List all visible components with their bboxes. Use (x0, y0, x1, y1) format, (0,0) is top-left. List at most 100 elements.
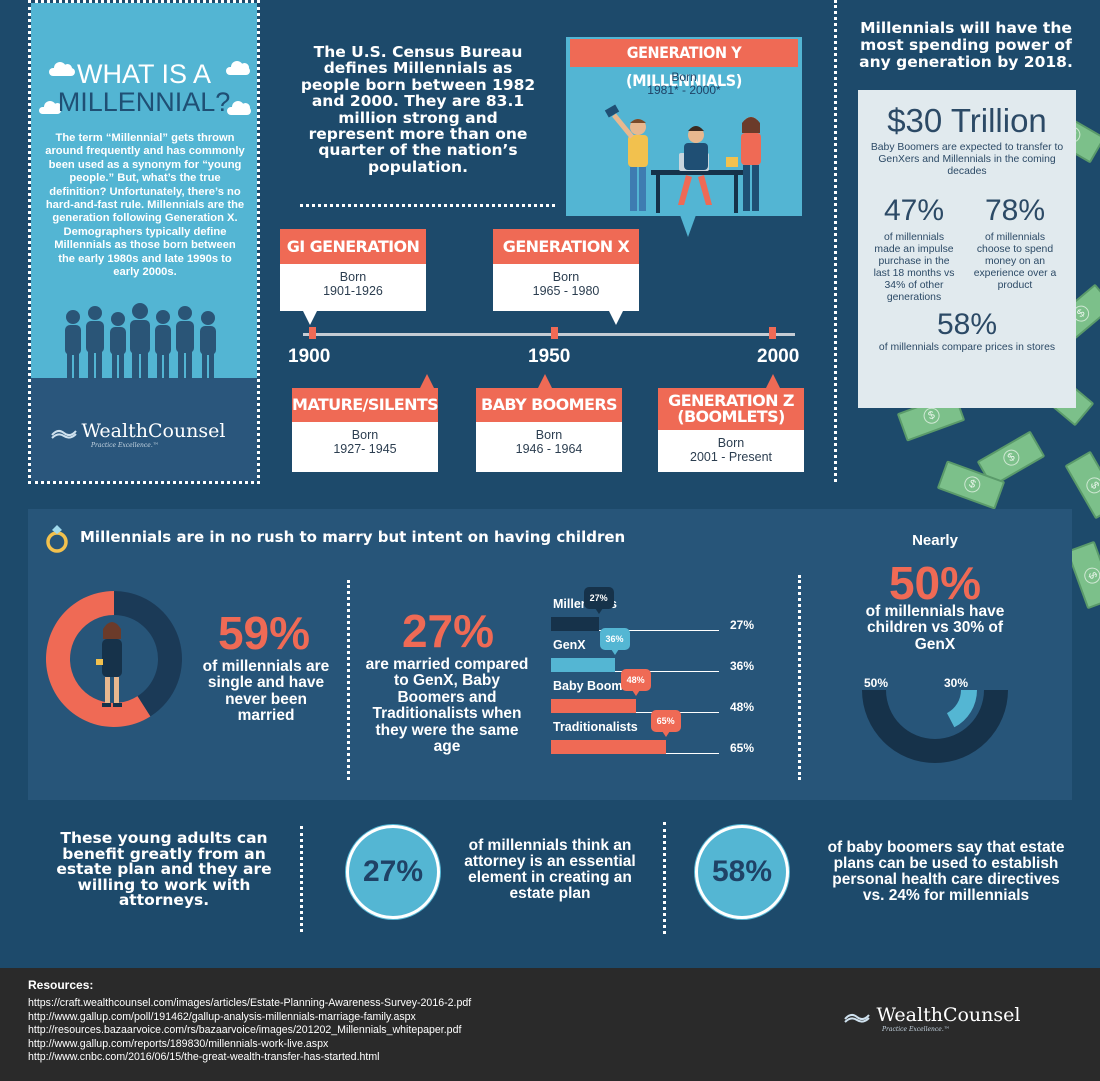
baby-boomers-born: Born 1946 - 1964 (476, 422, 622, 472)
resource-link[interactable]: http://www.gallup.com/poll/191462/gallup… (28, 1010, 416, 1023)
experience-stat-pct: 78% (984, 194, 1046, 227)
timeline-tick (309, 327, 316, 339)
experience-stat-desc: of millennials choose to spend money on … (973, 232, 1057, 291)
divider (834, 0, 837, 482)
children-gauge-chart (862, 690, 1008, 763)
bar (551, 658, 615, 672)
bar-value-label: 65% (730, 741, 755, 755)
spending-panel: $30 Trillion Baby Boomers are expected t… (858, 90, 1076, 408)
baby-boomers-range: 1946 - 1964 (515, 442, 583, 456)
impulse-stat-pct: 47% (883, 194, 945, 227)
wave-logo-icon (844, 1013, 870, 1023)
generation-z-range: 2001 - Present (690, 450, 772, 464)
generation-z-born-label: Born (717, 436, 745, 450)
resource-link[interactable]: http://www.cnbc.com/2016/06/15/the-great… (28, 1051, 380, 1064)
resources-list: https://craft.wealthcounsel.com/images/a… (28, 997, 471, 1065)
divider (300, 826, 303, 932)
donut-slice-0 (46, 591, 151, 727)
single-desc: of millennials are single and have never… (202, 658, 330, 725)
baby-boomers-card: BABY BOOMERS Born 1946 - 1964 (476, 388, 622, 472)
divider (663, 822, 666, 934)
bar (551, 617, 599, 631)
gauge-right-label: 30% (944, 676, 969, 690)
people-silhouettes-icon (65, 303, 216, 379)
bar-value-label: 27% (730, 618, 755, 632)
mature-silents-card: MATURE/SILENTS Born 1927- 1945 (292, 388, 439, 472)
card-pointer (420, 374, 434, 388)
single-donut-chart (46, 591, 182, 727)
resource-link[interactable]: https://craft.wealthcounsel.com/images/a… (28, 997, 472, 1009)
gauge-arc-genx (946, 690, 977, 728)
generation-z-card: GENERATION Z (BOOMLETS) Born 2001 - Pres… (658, 388, 804, 472)
logo-wordmark: WealthCounsel (876, 1004, 1021, 1026)
generation-z-title-line1: GENERATION Z (668, 391, 794, 410)
wealthcounsel-footer-logo[interactable]: WealthCounsel Practice Excellence.™ (842, 1004, 1020, 1033)
gi-generation-born-label: Born (339, 270, 367, 284)
bar-data-label: 48% (620, 669, 651, 696)
generation-y-born-label: Born (671, 70, 697, 84)
generation-z-title: GENERATION Z (BOOMLETS) (658, 388, 804, 430)
bar-value-label: 36% (730, 659, 755, 673)
divider (798, 575, 801, 780)
generation-y-born-range: 1981* - 2000* (647, 83, 721, 97)
attorney-stat-desc: of millennials think an attorney is an e… (464, 837, 636, 902)
compare-prices-stat-desc: of millennials compare prices in stores (878, 342, 1056, 353)
attorney-stat-circle: 27% (346, 825, 440, 919)
logo-wordmark: WealthCounsel (81, 420, 226, 442)
gauge-left-label: 50% (864, 676, 889, 690)
ring-icon (46, 525, 68, 553)
generation-x-born: Born 1965 - 1980 (493, 264, 639, 311)
logo-tagline: Practice Excellence.™ (91, 442, 159, 449)
bar-data-label: 65% (650, 710, 681, 737)
impulse-stat-desc: of millennials made an impulse purchase … (873, 232, 955, 303)
card-pointer (538, 374, 552, 388)
gauge-arc-millennials (862, 690, 1008, 763)
bar-data-label: 36% (599, 628, 630, 655)
nearly-label: Nearly (912, 532, 958, 549)
woman-figure-icon (96, 622, 122, 707)
timeline-year-1900: 1900 (288, 346, 331, 367)
intro-panel: WHAT IS A MILLENNIAL? The term “Millenni… (28, 0, 260, 484)
mature-silents-title: MATURE/SILENTS (292, 388, 439, 422)
generation-x-title: GENERATION X (493, 229, 639, 264)
divider (347, 580, 350, 780)
gi-generation-title: GI GENERATION (280, 229, 426, 264)
mature-silents-born-label: Born (351, 428, 379, 442)
bar-data-label: 27% (583, 587, 614, 614)
bar-track (551, 617, 719, 631)
timeline-year-2000: 2000 (757, 346, 800, 367)
resources-title: Resources: (28, 978, 94, 992)
logo-tagline: Practice Excellence.™ (882, 1026, 950, 1033)
timeline-tick (769, 327, 776, 339)
resources-footer: Resources: https://craft.wealthcounsel.c… (0, 968, 1100, 1081)
wealthcounsel-logo[interactable]: WealthCounsel Practice Excellence.™ (51, 420, 225, 449)
generation-z-title-line2: (BOOMLETS) (677, 407, 785, 426)
generation-y-title: GENERATION Y (MILLENNIALS) (570, 39, 798, 90)
marriage-title: Millennials are in no rush to marry but … (80, 528, 626, 546)
intro-logo-area (31, 378, 257, 481)
bar (551, 740, 666, 754)
baby-boomers-title: BABY BOOMERS (476, 388, 622, 422)
estate-intro: These young adults can benefit greatly f… (56, 829, 272, 909)
timeline-year-1950: 1950 (528, 346, 571, 367)
baby-boomers-born-label: Born (535, 428, 563, 442)
health-directives-stat-circle: 58% (695, 825, 789, 919)
cloud-icon (39, 101, 62, 114)
gi-generation-card: GI GENERATION Born 1901-1926 (280, 229, 426, 311)
millennials-illustration-icon (604, 104, 761, 213)
bar (551, 699, 636, 713)
compare-prices-stat-pct: 58% (936, 308, 998, 341)
gi-generation-range: 1901-1926 (323, 284, 383, 298)
spending-title: Millennials will have the most spending … (859, 19, 1073, 71)
card-pointer (609, 311, 623, 325)
generation-y-pointer (680, 215, 696, 237)
bar-value-label: 48% (730, 700, 755, 714)
generation-y-born: Born 1981* - 2000* (566, 71, 802, 97)
married-pct: 27% (401, 605, 495, 657)
resource-link[interactable]: http://resources.bazaarvoice.com/rs/baza… (28, 1024, 462, 1037)
children-pct: 50% (888, 557, 982, 609)
spending-amount-desc: Baby Boomers are expected to transfer to… (870, 142, 1064, 177)
card-pointer (766, 374, 780, 388)
resource-link[interactable]: http://www.gallup.com/reports/189830/mil… (28, 1037, 329, 1050)
generation-x-range: 1965 - 1980 (532, 284, 600, 298)
